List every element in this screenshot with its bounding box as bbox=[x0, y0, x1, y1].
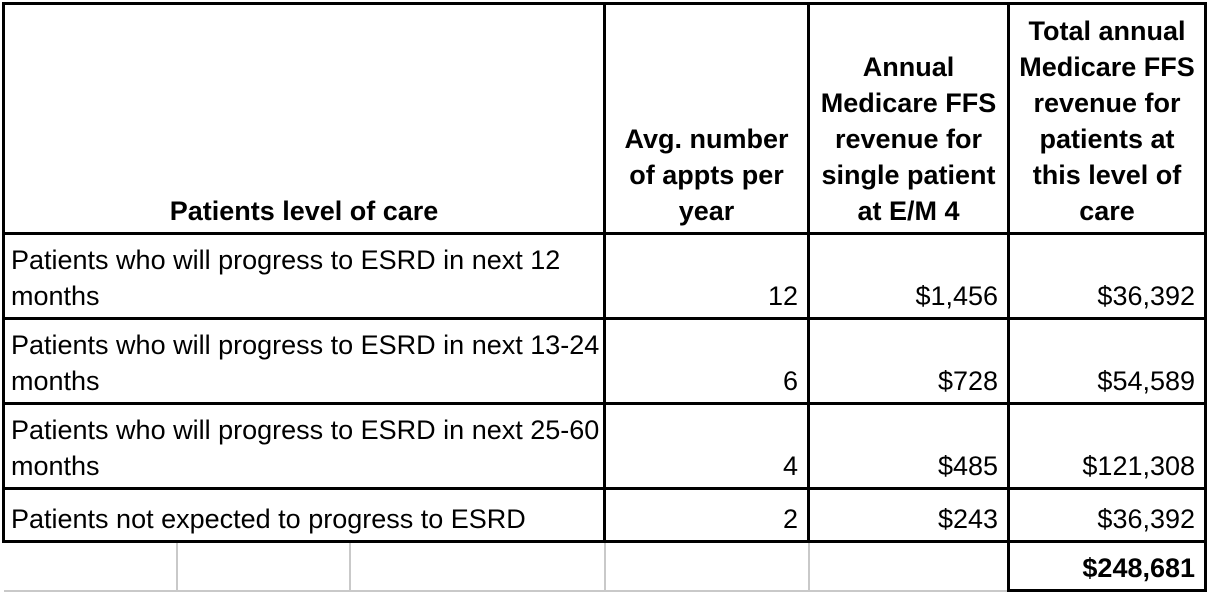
cell-text-line: Patients who will progress to ESRD in ne… bbox=[11, 245, 561, 275]
cell-avg-appts: 12 bbox=[603, 232, 811, 320]
empty-grid-cell bbox=[175, 540, 351, 592]
header-text-line: single patient bbox=[821, 160, 996, 190]
cell-avg-appts: 2 bbox=[603, 487, 811, 543]
table-row-not-expected-esrd: Patients not expected to progress to ESR… bbox=[1, 487, 1207, 543]
cell-total-revenue: $36,392 bbox=[1007, 232, 1207, 320]
header-text-line: Avg. number bbox=[624, 124, 789, 154]
header-total-annual-revenue: Total annual Medicare FFS revenue for pa… bbox=[1007, 2, 1207, 235]
empty-grid-cell bbox=[603, 540, 810, 592]
cell-text-line: Patients who will progress to ESRD in ne… bbox=[11, 415, 600, 445]
cell-text-line: months bbox=[11, 451, 100, 481]
cell-single-patient-revenue: $243 bbox=[807, 487, 1011, 543]
cell-text-line: Patients who will progress to ESRD in ne… bbox=[11, 330, 600, 360]
header-patients-level-of-care: Patients level of care bbox=[1, 2, 607, 235]
cell-total-revenue: $121,308 bbox=[1007, 402, 1207, 490]
cell-total-revenue: $36,392 bbox=[1007, 487, 1207, 543]
empty-grid-cell bbox=[3, 540, 178, 592]
cell-avg-appts: 4 bbox=[603, 402, 811, 490]
header-avg-appts-per-year: Avg. number of appts per year bbox=[603, 2, 811, 235]
header-text-line: Medicare FFS bbox=[1019, 52, 1195, 82]
table-row-esrd-25-60-months: Patients who will progress to ESRD in ne… bbox=[1, 402, 1207, 490]
header-text-line: Total annual bbox=[1028, 16, 1186, 46]
cell-level-of-care: Patients who will progress to ESRD in ne… bbox=[1, 402, 607, 490]
header-text-line: Annual bbox=[862, 52, 955, 82]
header-annual-revenue-single-patient: Annual Medicare FFS revenue for single p… bbox=[807, 2, 1011, 235]
cell-single-patient-revenue: $1,456 bbox=[807, 232, 1011, 320]
grand-total-row: $248,681 bbox=[3, 540, 1207, 592]
cell-text-line: Patients not expected to progress to ESR… bbox=[11, 504, 526, 534]
cell-single-patient-revenue: $485 bbox=[807, 402, 1011, 490]
cell-level-of-care: Patients who will progress to ESRD in ne… bbox=[1, 232, 607, 320]
table-row-esrd-13-24-months: Patients who will progress to ESRD in ne… bbox=[1, 317, 1207, 405]
header-text-line: of appts per bbox=[629, 160, 784, 190]
cell-avg-appts: 6 bbox=[603, 317, 811, 405]
header-text-line: revenue for bbox=[835, 124, 983, 154]
empty-grid-cell bbox=[348, 540, 606, 592]
header-text-line: Medicare FFS bbox=[820, 88, 997, 118]
grand-total-cell: $248,681 bbox=[1007, 540, 1207, 592]
table-row-esrd-12-months: Patients who will progress to ESRD in ne… bbox=[1, 232, 1207, 320]
header-row: Patients level of care Avg. number of ap… bbox=[1, 2, 1207, 235]
header-text-line: at E/M 4 bbox=[857, 196, 960, 226]
cell-level-of-care: Patients not expected to progress to ESR… bbox=[1, 487, 607, 543]
header-text-line: year bbox=[678, 196, 735, 226]
cell-level-of-care: Patients who will progress to ESRD in ne… bbox=[1, 317, 607, 405]
cell-total-revenue: $54,589 bbox=[1007, 317, 1207, 405]
header-text-line: care bbox=[1079, 196, 1135, 226]
header-text-line: revenue for bbox=[1033, 88, 1181, 118]
header-text-line: patients at bbox=[1039, 124, 1175, 154]
cell-single-patient-revenue: $728 bbox=[807, 317, 1011, 405]
cell-text-line: months bbox=[11, 366, 100, 396]
cell-text-line: months bbox=[11, 281, 100, 311]
empty-grid-cell bbox=[807, 540, 1010, 592]
header-text-line: this level of bbox=[1032, 160, 1182, 190]
header-text-line: Patients level of care bbox=[169, 196, 439, 226]
